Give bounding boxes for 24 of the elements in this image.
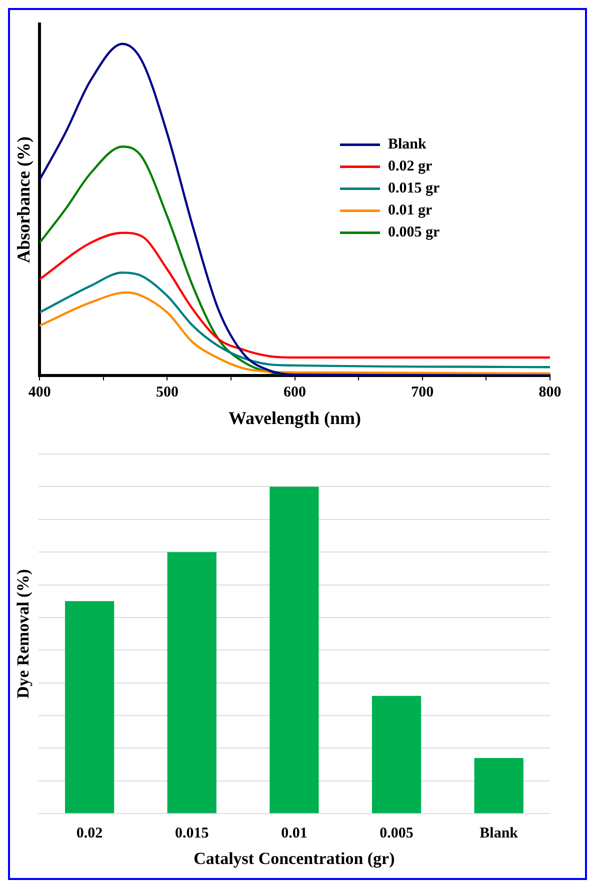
x-axis-title: Wavelength (nm) [228,408,362,428]
y-axis-title: Dye Removal (%) [14,569,33,698]
bar [167,552,216,814]
bar [65,601,114,814]
x-tick-label: 800 [538,384,562,400]
legend-label: 0.015 gr [388,180,440,197]
x-tick-label: 0.005 [380,825,414,842]
bar [372,696,422,814]
legend-label: 0.005 gr [388,224,440,241]
x-tick-label: 400 [28,384,51,400]
x-tick-label: 0.01 [281,825,308,842]
legend-label: 0.01 gr [388,202,432,219]
x-tick-label: Blank [480,825,519,842]
x-tick-label: 500 [156,384,178,400]
x-tick-label: 0.015 [175,825,209,842]
x-axis-title: Catalyst Concentration (gr) [194,849,395,868]
x-tick-label: 700 [411,384,434,400]
legend-label: Blank [388,136,428,153]
legend-label: 0.02 gr [388,158,432,175]
bar [474,758,524,814]
x-tick-label: 0.02 [76,825,103,842]
bar [270,486,319,814]
y-axis-title: Absorbance (%) [13,136,34,263]
x-tick-label: 600 [284,384,306,400]
